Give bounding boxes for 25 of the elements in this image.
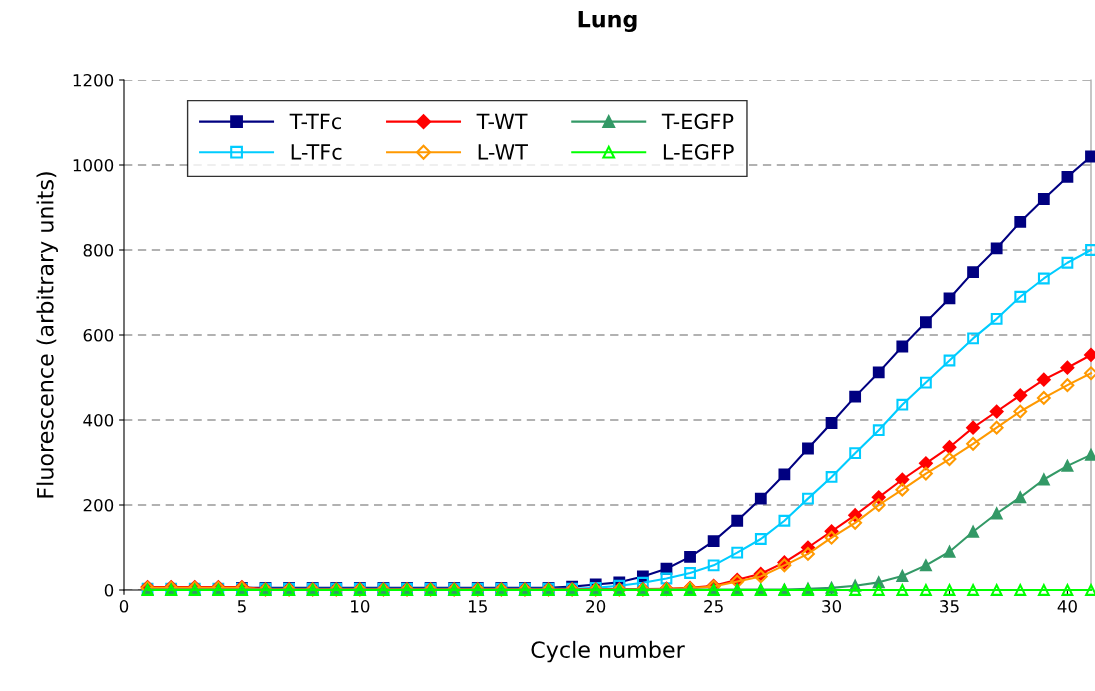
y-tick-label: 1000: [73, 158, 114, 172]
y-tick-label: 200: [83, 498, 114, 512]
legend-label: L-TFc: [291, 144, 342, 160]
x-tick-label: 10: [351, 600, 370, 613]
y-tick-label: 0: [104, 583, 114, 597]
x-tick-label: 40: [1057, 600, 1077, 613]
chart-title: Lung: [578, 11, 637, 33]
x-tick-label: 35: [940, 600, 959, 613]
x-axis-title: Cycle number: [531, 640, 685, 663]
legend-label: L-WT: [478, 144, 528, 160]
y-tick-label: 1200: [73, 73, 114, 87]
legend-label: T-EGFP: [661, 113, 734, 130]
y-tick-label: 800: [83, 243, 114, 257]
x-tick-label: 20: [586, 600, 606, 613]
legend-label: T-TFc: [289, 113, 341, 130]
x-tick-label: 30: [822, 600, 842, 613]
y-tick-label: 600: [83, 328, 114, 342]
legend-label: L-EGFP: [663, 144, 734, 160]
x-tick-label: 0: [119, 600, 129, 613]
y-axis-title: Fluorescence (arbitrary units): [36, 172, 58, 498]
legend-label: T-WT: [476, 113, 528, 129]
x-tick-label: 15: [469, 600, 487, 613]
x-tick-label: 5: [237, 600, 246, 613]
y-tick-label: 400: [83, 413, 114, 427]
x-tick-label: 25: [704, 600, 723, 613]
